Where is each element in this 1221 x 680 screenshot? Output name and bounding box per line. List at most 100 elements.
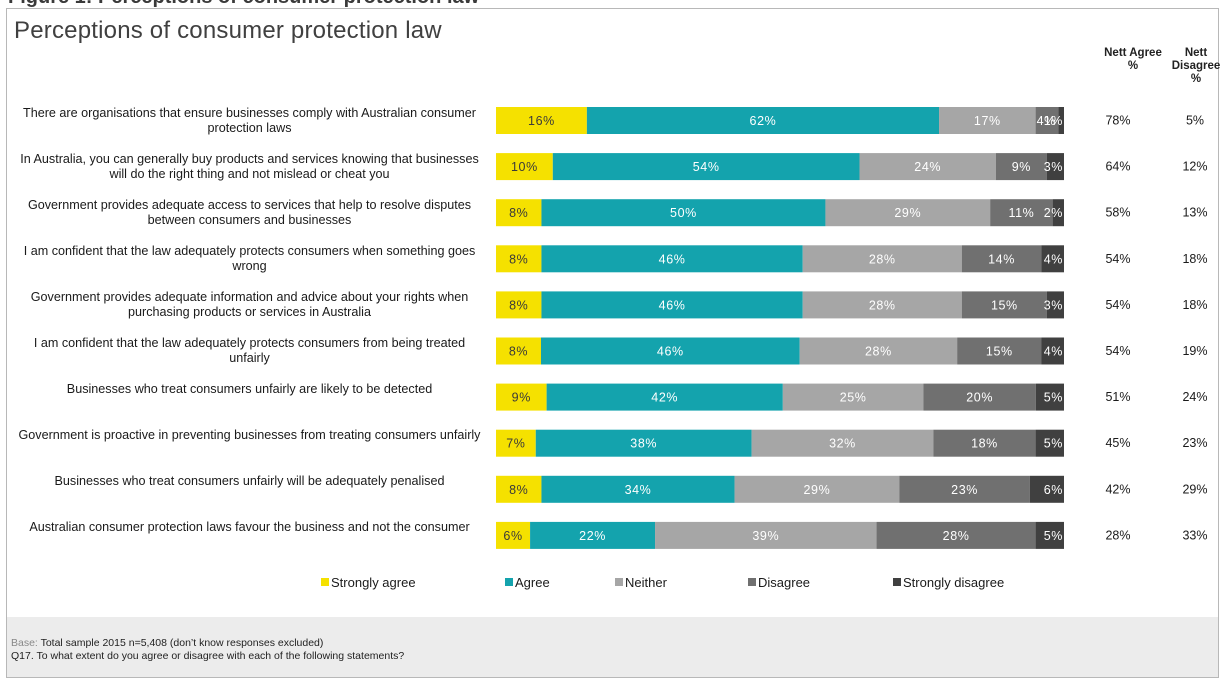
data-label: 5% <box>1044 437 1063 451</box>
bar-segment <box>923 383 1036 411</box>
chart-title: Perceptions of consumer protection law <box>14 17 442 44</box>
data-label: 9% <box>512 391 531 405</box>
data-label: 42% <box>651 391 678 405</box>
bar-segment <box>825 199 991 227</box>
footer-note: Base: Total sample 2015 n=5,408 (don’t k… <box>7 617 1218 677</box>
legend-swatch <box>615 578 623 586</box>
data-label: 6% <box>1044 483 1063 497</box>
nett-agree-value: 51% <box>1105 390 1130 404</box>
nett-disagree-value: 33% <box>1182 528 1207 542</box>
base-text: Total sample 2015 n=5,408 (don’t know re… <box>37 637 324 649</box>
data-label: 8% <box>509 206 528 220</box>
bar-segment <box>552 153 860 181</box>
data-label: 34% <box>625 483 652 497</box>
nett-disagree-value: 23% <box>1182 436 1207 450</box>
bar-segment <box>1035 521 1064 549</box>
data-label: 2% <box>1044 206 1063 220</box>
bar-segment <box>541 475 735 503</box>
bar-segment <box>496 153 553 181</box>
row-label: I am confident that the law adequately p… <box>23 243 476 273</box>
legend-label: Disagree <box>758 575 810 590</box>
bar-segment <box>1035 383 1064 411</box>
data-label: 20% <box>966 391 993 405</box>
nett-agree-value: 28% <box>1105 528 1130 542</box>
bar-segment <box>496 429 536 457</box>
data-label: 8% <box>509 345 528 359</box>
nett-disagree-value: 24% <box>1182 390 1207 404</box>
data-label: 28% <box>869 252 896 266</box>
bar-segment <box>1052 199 1064 227</box>
bar-segment <box>541 199 826 227</box>
nett-agree-value: 78% <box>1105 114 1130 128</box>
bar-segment <box>751 429 934 457</box>
data-label: 29% <box>804 483 831 497</box>
data-label: 23% <box>951 483 978 497</box>
nett-agree-value: 64% <box>1105 160 1130 174</box>
bar-segment <box>1058 107 1064 134</box>
bar-segment <box>802 291 962 319</box>
data-label: 28% <box>943 529 970 543</box>
legend-label: Agree <box>515 575 550 590</box>
bar-segment <box>957 337 1042 365</box>
row-label: I am confident that the law adequately p… <box>33 336 466 365</box>
row-label: Australian consumer protection laws favo… <box>29 520 470 535</box>
bar-segment <box>541 245 803 273</box>
bar-segment <box>1041 245 1064 273</box>
nett-agree-value: 42% <box>1105 482 1130 496</box>
data-label: 6% <box>503 529 522 543</box>
data-label: 24% <box>914 160 941 174</box>
legend-swatch <box>505 578 513 586</box>
row-label: Government provides adequate information… <box>30 289 469 319</box>
bar-segment <box>1046 291 1064 319</box>
bar-segment <box>496 383 547 411</box>
legend-swatch <box>893 578 901 586</box>
nett-disagree-value: 18% <box>1182 252 1207 266</box>
bar-segment <box>540 337 800 365</box>
legend-label: Strongly disagree <box>903 575 1004 590</box>
row-label: In Australia, you can generally buy prod… <box>20 151 479 181</box>
nett-agree-value: 54% <box>1105 252 1130 266</box>
data-label: 5% <box>1044 391 1063 405</box>
data-label: 11% <box>1008 206 1034 220</box>
data-label: 9% <box>1012 160 1031 174</box>
data-label: 16% <box>528 114 555 128</box>
bar-segment <box>546 383 783 411</box>
bar-segment <box>1029 475 1064 503</box>
bar-segment <box>899 475 1030 503</box>
data-label: 46% <box>659 252 686 266</box>
bar-segment <box>541 291 803 319</box>
bar-segment <box>1035 429 1064 457</box>
data-label: 4% <box>1044 252 1063 266</box>
bar-segment <box>1035 107 1059 134</box>
bar-segment <box>961 291 1047 319</box>
data-label: 10% <box>511 160 538 174</box>
data-label: 28% <box>865 345 892 359</box>
data-label: 15% <box>991 298 1018 312</box>
question-note: Q17. To what extent do you agree or disa… <box>11 650 405 662</box>
bar-segment <box>990 199 1053 227</box>
bar-segment <box>496 337 541 365</box>
data-label: 39% <box>752 529 779 543</box>
row-label: There are organisations that ensure busi… <box>23 105 476 135</box>
stacked-bar-chart: 16% 62% 17% 4%1% 78% 5%10% 54% 24% 9% 3% 64% 12%8% 5… <box>321 107 1208 590</box>
row-label: Government is proactive in preventing bu… <box>18 428 481 443</box>
nett-agree-value: 54% <box>1105 298 1130 312</box>
row-label: Government provides adequate access to s… <box>27 197 472 227</box>
data-label: 1% <box>1044 114 1063 128</box>
nett-agree-value: 45% <box>1105 436 1130 450</box>
bar-segment <box>496 245 542 273</box>
nett-disagree-value: 5% <box>1186 114 1204 128</box>
bar-segment <box>859 153 996 181</box>
data-label: 28% <box>869 298 896 312</box>
bar-segment <box>496 199 542 227</box>
nett-disagree-value: 18% <box>1182 298 1207 312</box>
legend-label: Neither <box>625 575 668 590</box>
nett-agree-header: Nett Agree % <box>1104 47 1162 72</box>
nett-agree-value: 58% <box>1105 206 1130 220</box>
nett-disagree-value: 13% <box>1182 206 1207 220</box>
nett-disagree-value: 19% <box>1182 344 1207 358</box>
bar-segment <box>1041 337 1064 365</box>
data-label: 8% <box>509 298 528 312</box>
figure-heading: Figure 1: Perceptions of consumer protec… <box>0 0 1221 8</box>
data-label: 22% <box>579 529 606 543</box>
